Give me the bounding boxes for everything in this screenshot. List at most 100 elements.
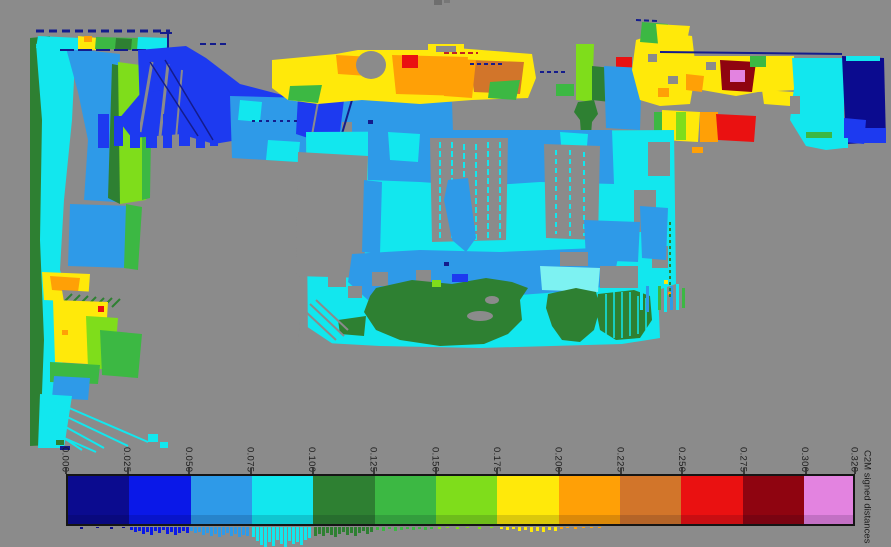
histogram-spike <box>308 527 311 538</box>
histogram-spike <box>430 527 433 529</box>
histogram-spike <box>366 527 369 534</box>
histogram-spike <box>198 527 201 532</box>
histogram-spike <box>490 527 493 528</box>
colorbar-tick-label: 0.100 <box>306 430 318 472</box>
histogram-spike <box>230 527 233 536</box>
colorbar-tick-label-text: 0.100 <box>306 446 318 472</box>
histogram-spike <box>554 527 557 531</box>
colorbar-segment-7 <box>497 476 559 524</box>
scene-shape <box>98 114 109 148</box>
scene-shape <box>664 284 667 312</box>
histogram-spike <box>170 527 173 532</box>
scene-shape <box>78 36 98 50</box>
histogram-spike <box>412 527 415 530</box>
scene-shape <box>860 128 886 143</box>
colorbar-tick <box>373 468 376 474</box>
histogram-spike <box>354 527 357 536</box>
colorbar-segment-shade <box>497 515 559 524</box>
histogram-spike <box>178 527 181 533</box>
scene-shape <box>328 270 346 287</box>
colorbar-tick-label-text: 0.250 <box>675 446 687 472</box>
colorbar-segment-shade <box>313 515 375 524</box>
colorbar-tick <box>558 468 561 474</box>
histogram-spike <box>524 527 527 530</box>
colorbar-segment-shade <box>251 515 314 524</box>
scene-shape <box>604 66 642 130</box>
scene-shape <box>114 116 123 146</box>
scene-shape <box>364 278 528 346</box>
colorbar-tick-label-text: 0.200 <box>552 446 564 472</box>
colorbar-tick-label: 0.300 <box>799 430 810 472</box>
colorbar-tick <box>188 468 191 474</box>
colorbar-tick-label: 0.125 <box>367 430 379 472</box>
scene-shape <box>488 80 520 100</box>
colorbar-tick-label-text: 0.150 <box>429 446 441 472</box>
colorbar-tick-label-text: 0.125 <box>367 446 379 472</box>
histogram-spike <box>280 527 283 544</box>
scene-shape <box>158 63 170 137</box>
scene-shape <box>164 59 214 141</box>
scene-shape <box>574 100 598 148</box>
histogram-spike <box>548 527 551 530</box>
colorbar-segment-0 <box>68 476 130 524</box>
colorbar-tick-label: 0.320 <box>849 430 860 472</box>
histogram-spike <box>214 527 217 534</box>
histogram-spike <box>276 527 279 540</box>
histogram-spike <box>186 527 189 533</box>
scene-shape <box>362 180 382 254</box>
scene-shape <box>238 100 262 122</box>
histogram-spike <box>288 527 291 541</box>
scene-shape <box>434 0 442 5</box>
histogram-spike <box>264 527 267 547</box>
scene-shape <box>444 0 450 3</box>
histogram-spike <box>304 527 307 540</box>
histogram-spike <box>272 527 275 546</box>
scene-shape <box>648 54 657 62</box>
histogram-spike <box>574 527 577 529</box>
scene-shape <box>640 206 668 260</box>
colorbar-segment-shade <box>435 515 498 524</box>
colorbar-tick-label-text: 0.175 <box>490 446 502 472</box>
histogram-spike <box>246 527 249 536</box>
scene-shape <box>266 140 300 162</box>
histogram-spike <box>394 527 397 531</box>
scene-shape <box>452 274 468 282</box>
scene-shape <box>66 48 120 202</box>
histogram-spike <box>182 527 185 531</box>
histogram-spike <box>210 527 213 536</box>
scene-shape <box>692 147 703 153</box>
scene-shape <box>658 88 669 97</box>
colorbar-segment-10 <box>681 476 743 524</box>
histogram-spike <box>338 527 341 534</box>
colorbar-tick <box>126 468 129 474</box>
histogram-spike <box>590 527 593 528</box>
colorbar-title: C2M signed distances <box>862 450 873 547</box>
histogram-spike <box>292 527 295 544</box>
scene-shape <box>52 376 90 400</box>
scene-shape <box>60 446 70 450</box>
histogram-spike <box>154 527 157 531</box>
scene-shape <box>648 142 670 176</box>
scene-shape <box>790 58 844 150</box>
histogram-spike <box>222 527 225 535</box>
colorbar-tick-label-text: 0.275 <box>737 446 749 472</box>
colorbar-segment-shade <box>742 515 804 524</box>
histogram-spike <box>238 527 241 537</box>
histogram-spike <box>438 527 441 529</box>
histogram-spike <box>80 527 83 529</box>
scene-shape <box>388 132 420 162</box>
scene-shape <box>296 152 368 278</box>
colorbar-segment-2 <box>190 476 252 524</box>
histogram-spike <box>242 527 245 535</box>
histogram-spike <box>466 527 469 528</box>
histogram-spike <box>598 527 601 528</box>
colorbar-ramp <box>66 474 855 526</box>
colorbar-tick-label: 0.225 <box>614 430 625 472</box>
scene-shape <box>676 284 679 310</box>
histogram-spike <box>218 527 221 537</box>
histogram-spike <box>500 527 503 529</box>
histogram-spike <box>296 527 299 542</box>
